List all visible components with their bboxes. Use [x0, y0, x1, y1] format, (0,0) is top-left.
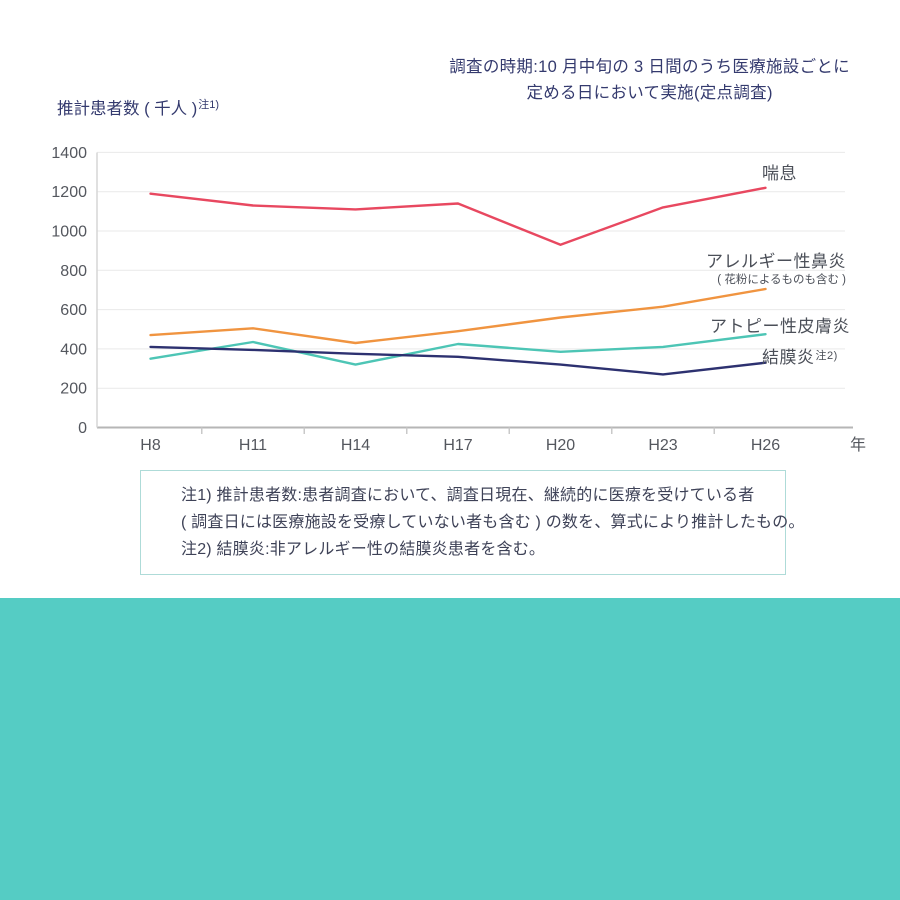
- x-tick-label-H20: H20: [546, 437, 575, 454]
- footnote-1-line1: 注1) 推計患者数:患者調査において、調査日現在、継続的に医療を受けている者: [181, 487, 755, 504]
- y-tick-label-200: 200: [60, 381, 87, 398]
- footnotes-box: 注1) 推計患者数:患者調査において、調査日現在、継続的に医療を受けている者 (…: [140, 470, 805, 575]
- y-tick-label-1200: 1200: [51, 184, 87, 201]
- footer-band: Allergies アレルギー疾患 推計患者数の年次推移 アレルギー疾患により医…: [0, 598, 900, 900]
- y-tick-label-1400: 1400: [51, 145, 87, 162]
- series-label-conjunctivitis-text: 結膜炎: [762, 348, 815, 367]
- series-label-conjunctivitis-note: 注2): [815, 350, 838, 362]
- y-axis-title-note: 注1): [198, 99, 220, 111]
- series-label-atopic-text: アトピー性皮膚炎: [710, 317, 850, 336]
- x-tick-label-H14: H14: [341, 437, 370, 454]
- x-axis-unit-label: 年: [850, 436, 866, 454]
- series-label-atopic: アトピー性皮膚炎: [710, 312, 850, 337]
- footnote-1-line2: ( 調査日には医療施設を受療していない者も含む ) の数を、算式により推計したも…: [181, 514, 805, 531]
- series-label-rhinitis-subtext: ( 花粉によるものも含む ): [717, 274, 846, 286]
- x-tick-label-H17: H17: [443, 437, 472, 454]
- series-line-asthma: [149, 186, 767, 247]
- series-line-rhinitis: [149, 287, 767, 345]
- series-line-conjunctivitis: [149, 345, 767, 376]
- y-tick-label-800: 800: [60, 263, 87, 280]
- y-tick-label-1000: 1000: [51, 224, 87, 241]
- footnote-2: 注2) 結膜炎:非アレルギー性の結膜炎患者を含む。: [181, 541, 546, 558]
- x-tick-label-H11: H11: [239, 437, 267, 454]
- y-tick-label-400: 400: [60, 341, 87, 358]
- y-axis-title-text: 推計患者数 ( 千人 ): [57, 100, 198, 118]
- x-tick-label-H8: H8: [140, 437, 161, 454]
- y-tick-label-0: 0: [78, 420, 87, 437]
- series-label-asthma: 喘息: [762, 159, 797, 184]
- y-tick-label-600: 600: [60, 302, 87, 319]
- x-tick-label-H26: H26: [751, 437, 780, 454]
- series-label-conjunctivitis: 結膜炎注2): [762, 343, 838, 368]
- series-label-rhinitis: アレルギー性鼻炎 ( 花粉によるものも含む ): [706, 247, 846, 287]
- survey-period-line2: 定める日において実施(定点調査): [526, 83, 773, 102]
- survey-period-annotation: 調査の時期:10 月中旬の 3 日間のうち医療施設ごとに 定める日において実施(…: [449, 55, 850, 106]
- y-axis-title: 推計患者数 ( 千人 )注1): [57, 95, 219, 119]
- x-tick-label-H23: H23: [648, 437, 677, 454]
- line-chart: 0 200 400 600 800 1000 1200 1400 H8 H11 H14 H17 H20 H…: [51, 145, 866, 454]
- series-label-rhinitis-text: アレルギー性鼻炎: [706, 252, 846, 271]
- series-line-atopic: [149, 333, 767, 366]
- series-label-asthma-text: 喘息: [762, 164, 797, 183]
- survey-period-line1: 調査の時期:10 月中旬の 3 日間のうち医療施設ごとに: [449, 58, 850, 76]
